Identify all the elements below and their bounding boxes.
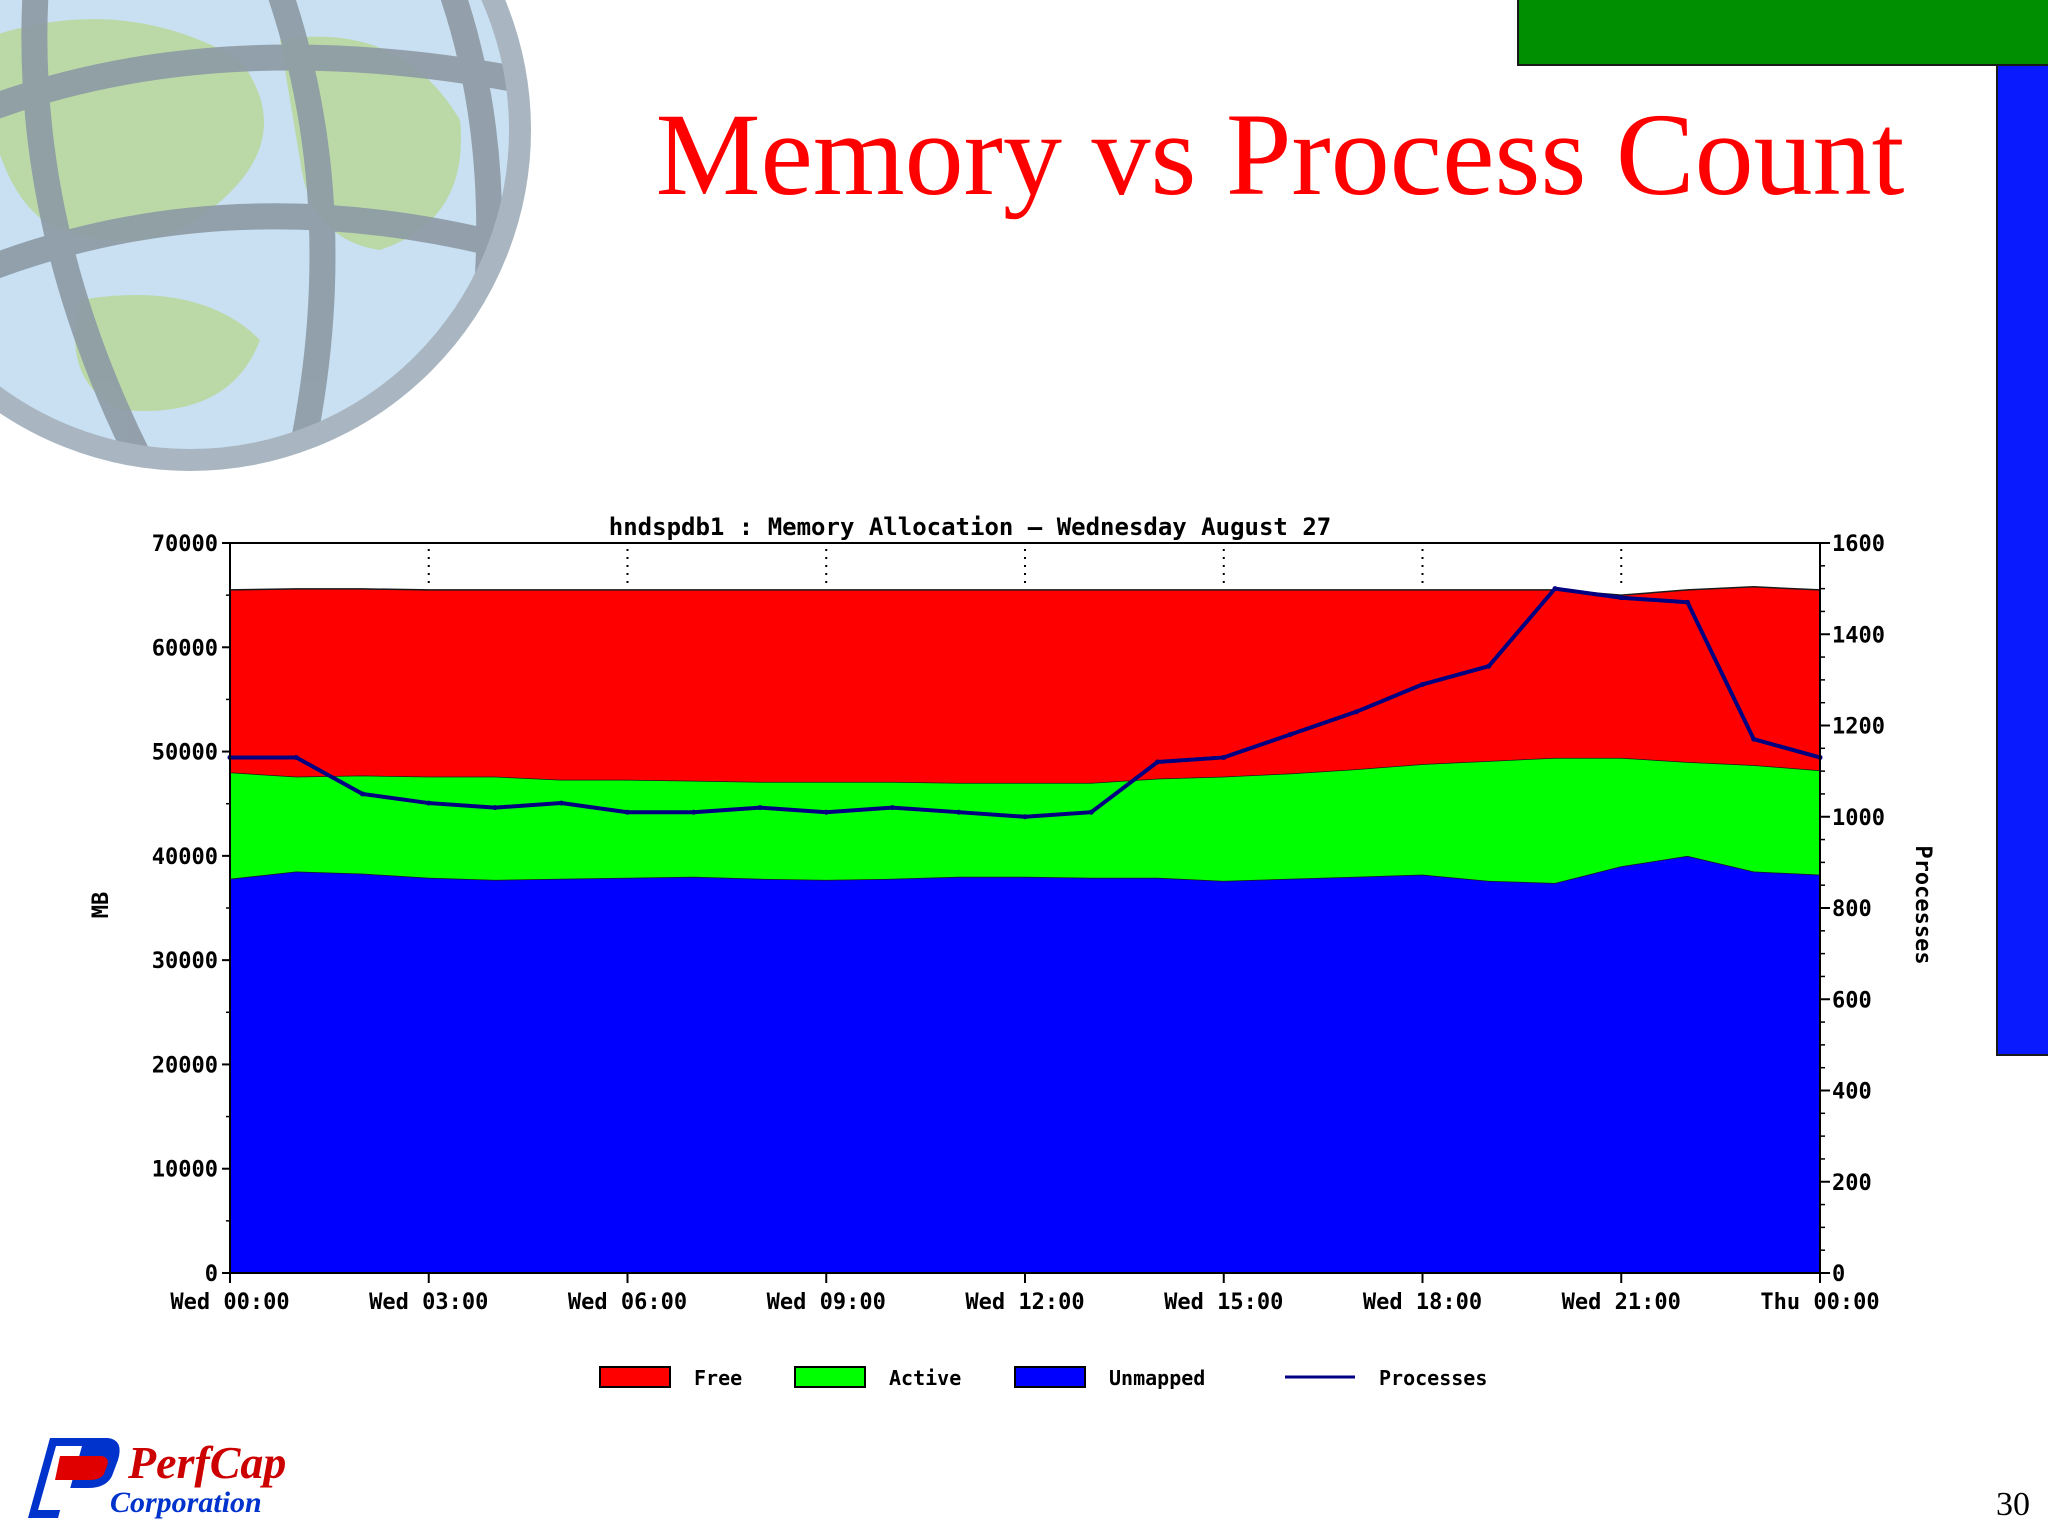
processes-point <box>1353 709 1359 715</box>
page-number: 30 <box>1996 1486 2030 1523</box>
y2-tick-label: 600 <box>1832 988 1872 1013</box>
perfcap-logo: PerfCap Corporation <box>28 1437 286 1519</box>
y2-tick-label: 200 <box>1832 1171 1872 1196</box>
processes-point <box>1155 759 1160 765</box>
processes-point <box>492 805 498 811</box>
processes-point <box>1486 663 1492 669</box>
processes-point <box>1287 732 1293 738</box>
processes-point <box>1022 814 1028 820</box>
y-tick-label: 30000 <box>152 949 218 974</box>
slide-title: Memory vs Process Count <box>655 89 1905 220</box>
processes-point <box>890 805 895 811</box>
chart-legend: Free Active Unmapped Processes <box>599 1366 1487 1390</box>
processes-point <box>1618 595 1624 601</box>
legend-label-processes: Processes <box>1379 1366 1487 1390</box>
y2-axis-label: Processes <box>1910 845 1935 964</box>
x-tick-label: Wed 03:00 <box>369 1290 488 1315</box>
processes-point <box>625 809 630 815</box>
processes-point <box>1420 681 1425 687</box>
x-tick-label: Wed 00:00 <box>170 1290 289 1315</box>
y2-tick-label: 1400 <box>1832 623 1885 648</box>
legend-swatch-unmapped <box>1014 1366 1086 1388</box>
processes-point <box>1685 599 1690 605</box>
globe-graphic <box>0 0 531 471</box>
y2-tick-label: 1600 <box>1832 532 1885 557</box>
processes-point <box>691 809 697 815</box>
series-area-free <box>230 586 1820 783</box>
y2-tick-label: 1000 <box>1832 806 1885 831</box>
svg-text:PerfCap: PerfCap <box>127 1437 286 1488</box>
memory-allocation-chart: hndspdb1 : Memory Allocation – Wednesday… <box>89 513 1935 1390</box>
x-tick-label: Wed 18:00 <box>1363 1290 1482 1315</box>
y-tick-label: 0 <box>205 1262 218 1287</box>
x-tick-label: Thu 00:00 <box>1760 1290 1879 1315</box>
y-tick-label: 60000 <box>152 636 218 661</box>
processes-point <box>293 754 299 760</box>
y2-tick-label: 0 <box>1832 1262 1845 1287</box>
y2-tick-label: 800 <box>1832 897 1872 922</box>
svg-text:Corporation: Corporation <box>110 1486 262 1519</box>
y2-tick-label: 1200 <box>1832 715 1885 740</box>
blue-accent-bar <box>1996 66 2048 1056</box>
plot-area <box>227 549 1823 1273</box>
series-area-unmapped <box>230 855 1820 1273</box>
x-tick-label: Wed 12:00 <box>965 1290 1084 1315</box>
y-tick-label: 50000 <box>152 741 218 766</box>
y-tick-label: 40000 <box>152 845 218 870</box>
processes-point <box>1552 586 1558 592</box>
legend-label-active: Active <box>889 1366 961 1390</box>
processes-point <box>956 809 962 815</box>
processes-point <box>426 800 432 806</box>
chart-title: hndspdb1 : Memory Allocation – Wednesday… <box>609 513 1331 541</box>
green-accent-bar <box>1517 0 2048 66</box>
y2-tick-label: 400 <box>1832 1080 1872 1105</box>
legend-label-free: Free <box>694 1366 742 1390</box>
processes-point <box>823 809 829 815</box>
x-tick-label: Wed 06:00 <box>568 1290 687 1315</box>
legend-swatch-free <box>599 1366 671 1388</box>
processes-point <box>360 791 365 797</box>
x-tick-label: Wed 21:00 <box>1562 1290 1681 1315</box>
legend-label-unmapped: Unmapped <box>1109 1366 1205 1390</box>
x-tick-label: Wed 09:00 <box>767 1290 886 1315</box>
y-tick-label: 10000 <box>152 1158 218 1183</box>
processes-point <box>558 800 564 806</box>
chart-axes: 7000060000500004000030000200001000001600… <box>152 532 1885 1315</box>
x-tick-label: Wed 15:00 <box>1164 1290 1283 1315</box>
y-tick-label: 20000 <box>152 1053 218 1078</box>
legend-swatch-active <box>794 1366 866 1388</box>
processes-point <box>1751 736 1757 742</box>
y-axis-label: MB <box>89 892 114 919</box>
series-area-active <box>230 757 1820 883</box>
processes-point <box>1221 754 1227 760</box>
processes-point <box>1088 809 1094 815</box>
processes-point <box>757 805 763 811</box>
y-tick-label: 70000 <box>152 532 218 557</box>
